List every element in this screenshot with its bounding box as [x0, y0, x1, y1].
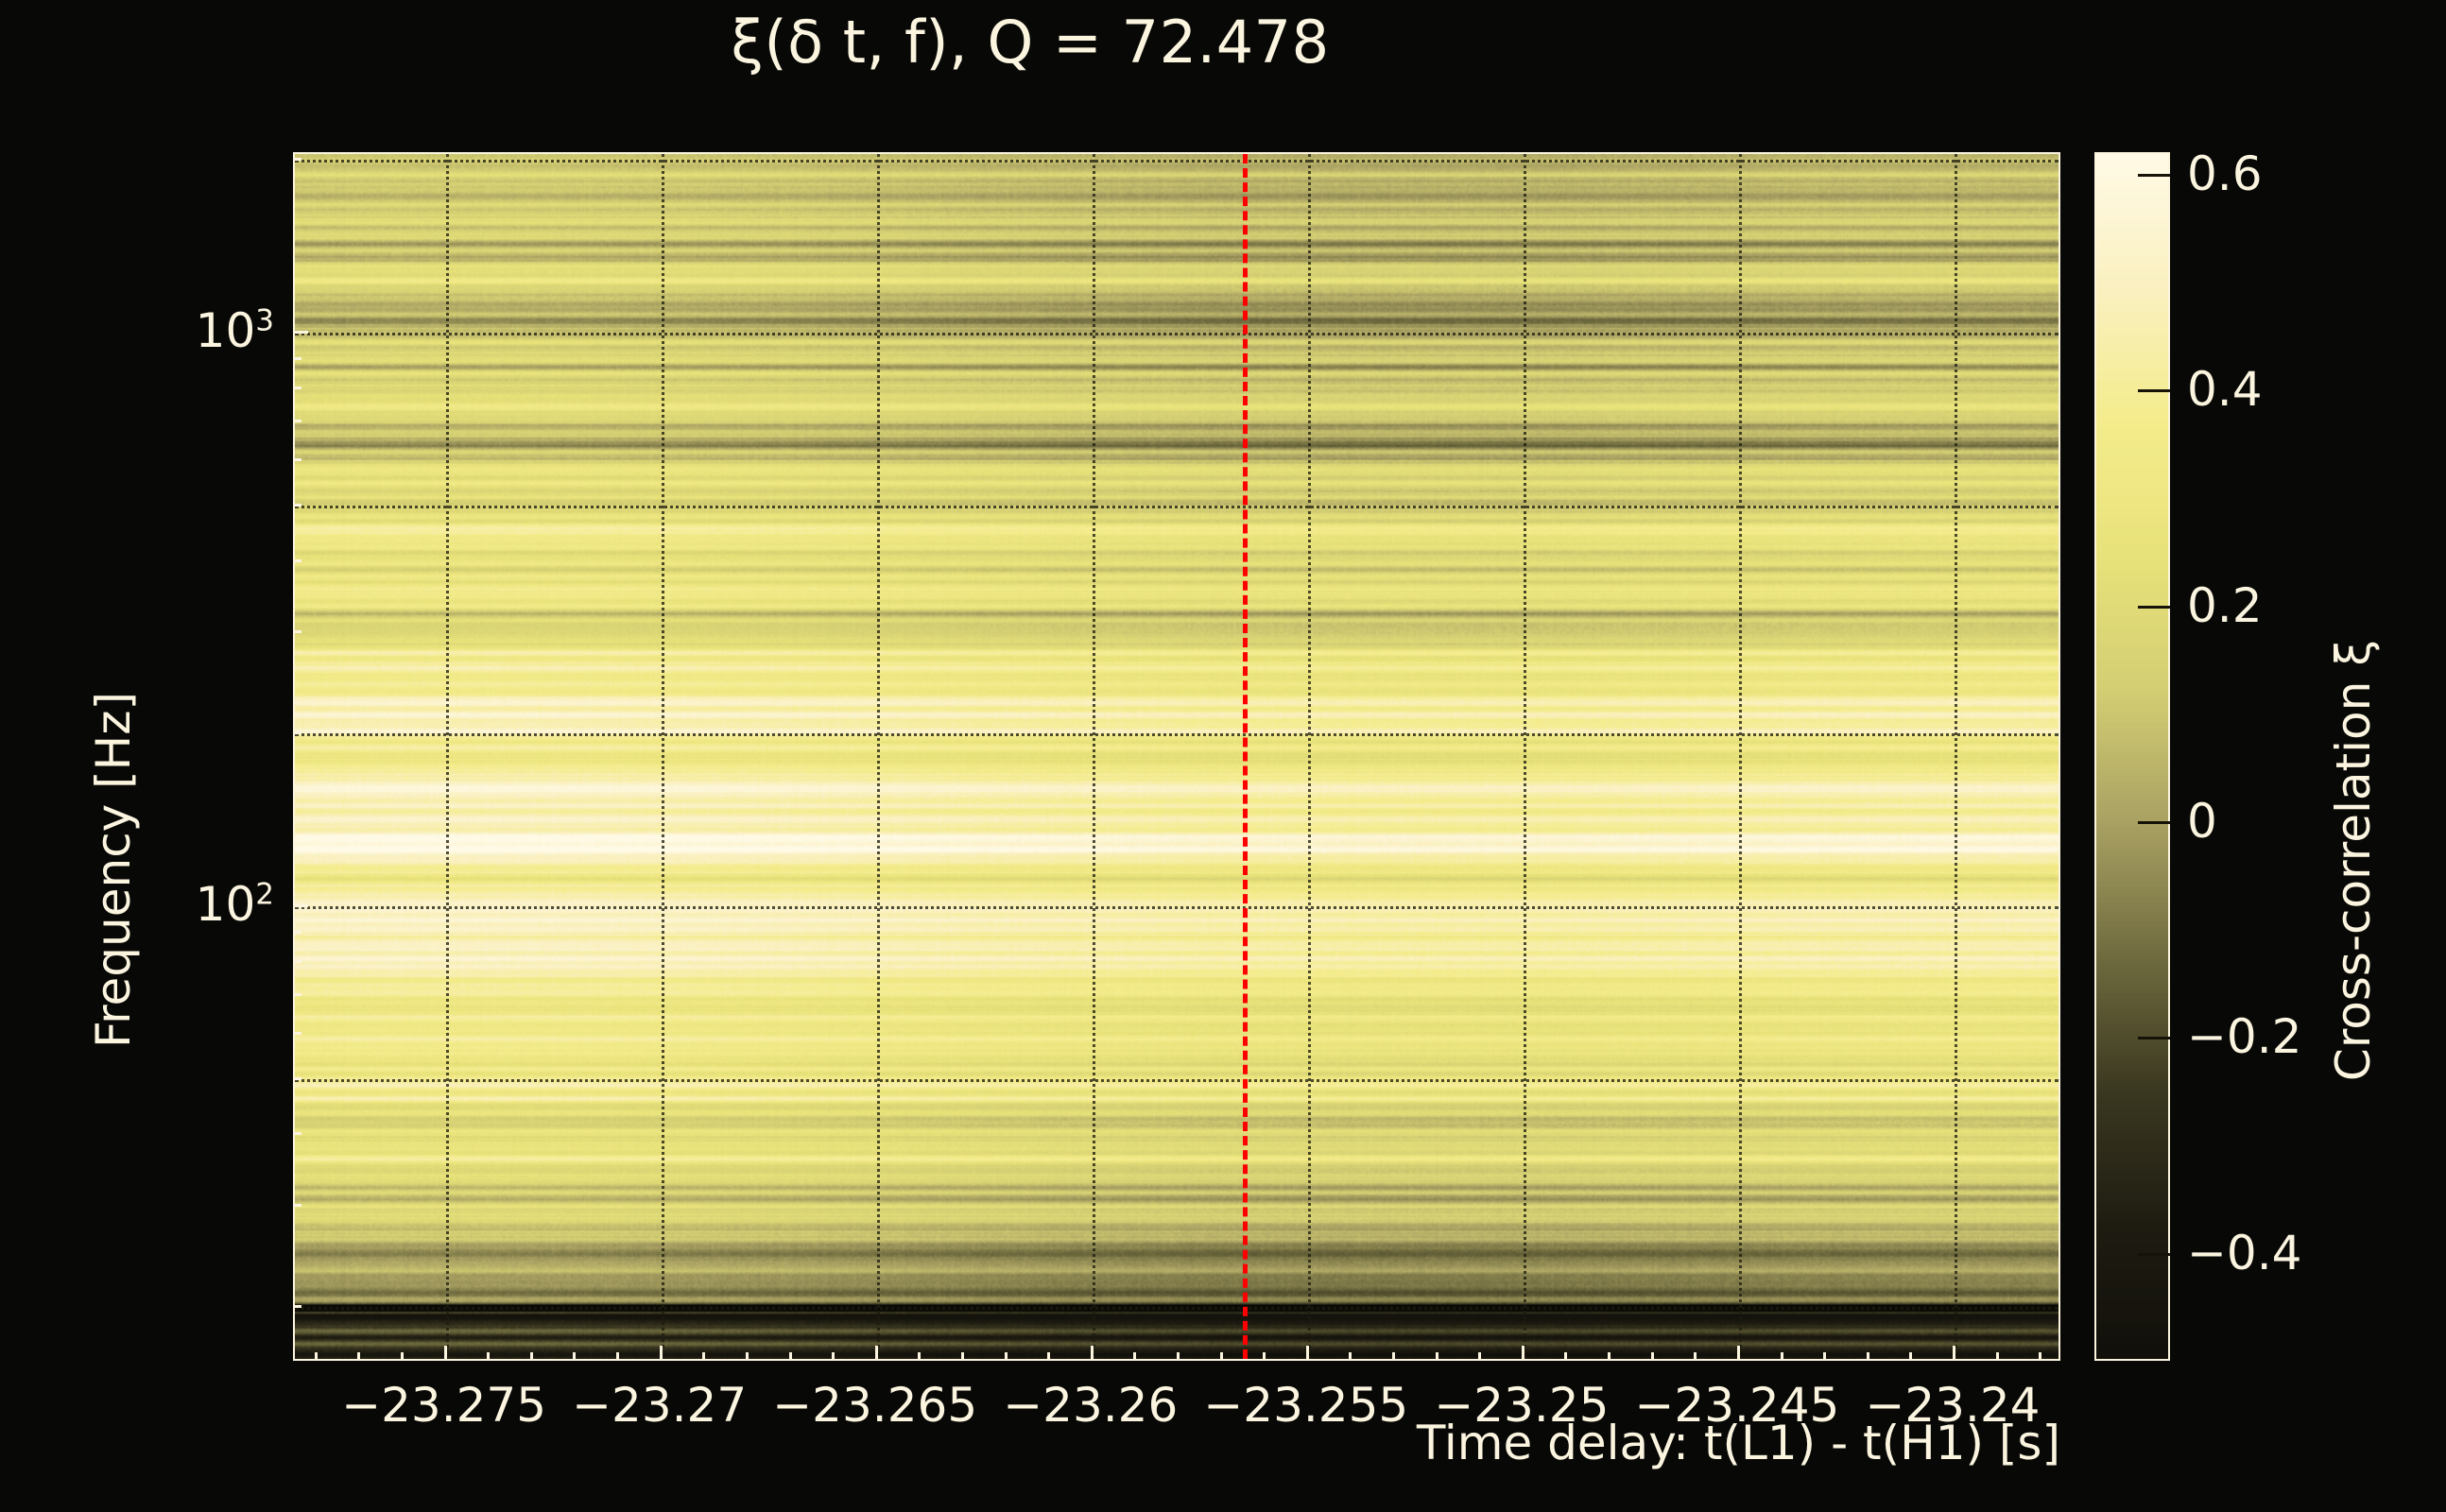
colorbar-tick-label: 0: [2187, 794, 2217, 850]
x-tick-minor: [1263, 1352, 1266, 1361]
x-tick-minor: [1650, 1352, 1654, 1361]
x-tick-label: −23.275: [341, 1378, 547, 1433]
heatmap-plot-area[interactable]: [293, 152, 2060, 1361]
colorbar-tick-label: 0.2: [2187, 577, 2263, 633]
x-tick-label: −23.265: [772, 1378, 978, 1433]
colorbar[interactable]: [2094, 152, 2170, 1361]
colorbar-tick: [2138, 389, 2170, 393]
x-tick-major: [874, 1346, 878, 1361]
x-tick-minor: [960, 1352, 964, 1361]
x-tick-minor: [1694, 1352, 1697, 1361]
x-tick-minor: [1564, 1352, 1568, 1361]
y-tick-minor: [293, 1305, 301, 1309]
colorbar-tick-label: 0.6: [2187, 146, 2263, 201]
x-tick-minor: [1823, 1352, 1827, 1361]
y-tick-minor: [293, 419, 301, 422]
x-tick-minor: [1219, 1352, 1223, 1361]
y-tick-major: [293, 903, 308, 907]
x-tick-minor: [1780, 1352, 1783, 1361]
x-tick-minor: [1004, 1352, 1008, 1361]
y-tick-minor: [293, 386, 301, 389]
x-tick-minor: [314, 1352, 318, 1361]
x-tick-minor: [529, 1352, 533, 1361]
x-tick-label: −23.24: [1865, 1378, 2041, 1433]
colorbar-tick-label: −0.2: [2187, 1009, 2302, 1065]
x-tick-minor: [1047, 1352, 1051, 1361]
x-tick-major: [1952, 1346, 1955, 1361]
x-tick-minor: [832, 1352, 835, 1361]
x-tick-major: [1090, 1346, 1094, 1361]
y-tick-minor: [293, 992, 301, 996]
x-tick-minor: [1995, 1352, 1999, 1361]
peak-delay-marker: [1243, 154, 1249, 1359]
y-tick-minor: [293, 158, 301, 162]
y-tick-minor: [293, 1204, 301, 1208]
colorbar-tick: [2138, 1252, 2170, 1256]
y-tick-label: 102: [195, 876, 274, 932]
y-tick-minor: [293, 503, 301, 507]
y-tick-label: 103: [195, 302, 274, 358]
y-tick-minor: [293, 1076, 301, 1080]
x-tick-minor: [1133, 1352, 1137, 1361]
y-tick-major: [293, 330, 308, 334]
page-title: ξ(δ t, f), Q = 72.478: [731, 8, 1330, 77]
x-tick-minor: [1177, 1352, 1180, 1361]
colorbar-tick: [2138, 821, 2170, 825]
y-tick-minor: [293, 558, 301, 562]
colorbar-canvas: [2096, 154, 2168, 1359]
y-tick-minor: [293, 930, 301, 934]
x-tick-minor: [788, 1352, 792, 1361]
x-tick-major: [659, 1346, 663, 1361]
x-tick-minor: [745, 1352, 749, 1361]
x-tick-minor: [1478, 1352, 1482, 1361]
x-tick-minor: [1349, 1352, 1352, 1361]
x-tick-minor: [1608, 1352, 1611, 1361]
colorbar-tick: [2138, 605, 2170, 609]
x-tick-label: −23.245: [1634, 1378, 1840, 1433]
x-tick-label: −23.25: [1434, 1378, 1610, 1433]
x-tick-minor: [1392, 1352, 1396, 1361]
x-tick-minor: [1866, 1352, 1869, 1361]
colorbar-tick: [2138, 1037, 2170, 1040]
x-tick-minor: [1435, 1352, 1438, 1361]
y-tick-minor: [293, 731, 301, 735]
x-tick-major: [1521, 1346, 1524, 1361]
y-axis-label: Frequency [Hz]: [86, 691, 141, 1049]
colorbar-tick-label: −0.4: [2187, 1225, 2302, 1280]
y-tick-minor: [293, 356, 301, 360]
colorbar-label: Cross-correlation ξ: [2326, 639, 2381, 1082]
x-tick-major: [443, 1346, 447, 1361]
y-tick-minor: [293, 630, 301, 634]
x-tick-major: [1305, 1346, 1309, 1361]
x-tick-minor: [702, 1352, 706, 1361]
y-tick-minor: [293, 959, 301, 963]
x-tick-minor: [401, 1352, 405, 1361]
x-tick-minor: [487, 1352, 491, 1361]
x-axis-label: Time delay: t(L1) - t(H1) [s]: [1416, 1416, 2060, 1470]
x-tick-minor: [357, 1352, 361, 1361]
x-tick-label: −23.26: [1003, 1378, 1179, 1433]
x-tick-major: [1736, 1346, 1740, 1361]
x-tick-minor: [918, 1352, 922, 1361]
x-tick-minor: [1909, 1352, 1913, 1361]
x-tick-label: −23.27: [572, 1378, 748, 1433]
heatmap-canvas: [295, 154, 2058, 1359]
x-tick-label: −23.255: [1203, 1378, 1409, 1433]
y-tick-minor: [293, 457, 301, 461]
colorbar-tick: [2138, 173, 2170, 177]
x-tick-minor: [2039, 1352, 2042, 1361]
y-tick-minor: [293, 1031, 301, 1035]
y-tick-minor: [293, 1132, 301, 1136]
x-tick-minor: [616, 1352, 620, 1361]
colorbar-tick-label: 0.4: [2187, 362, 2263, 418]
x-tick-minor: [573, 1352, 577, 1361]
